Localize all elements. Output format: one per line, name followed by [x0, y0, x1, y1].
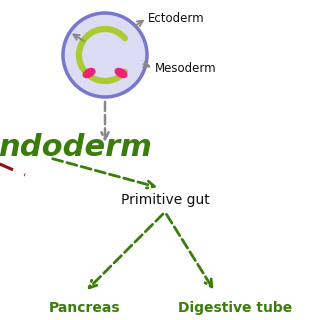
Text: Digestive tube: Digestive tube [178, 301, 292, 315]
Circle shape [63, 13, 147, 97]
Ellipse shape [83, 68, 95, 78]
Text: Mesoderm: Mesoderm [155, 61, 217, 75]
Text: Ectoderm: Ectoderm [148, 12, 204, 25]
Ellipse shape [115, 68, 127, 78]
Text: Primitive gut: Primitive gut [121, 193, 209, 207]
Text: Pancreas: Pancreas [49, 301, 121, 315]
Text: ndoderm: ndoderm [0, 133, 152, 163]
